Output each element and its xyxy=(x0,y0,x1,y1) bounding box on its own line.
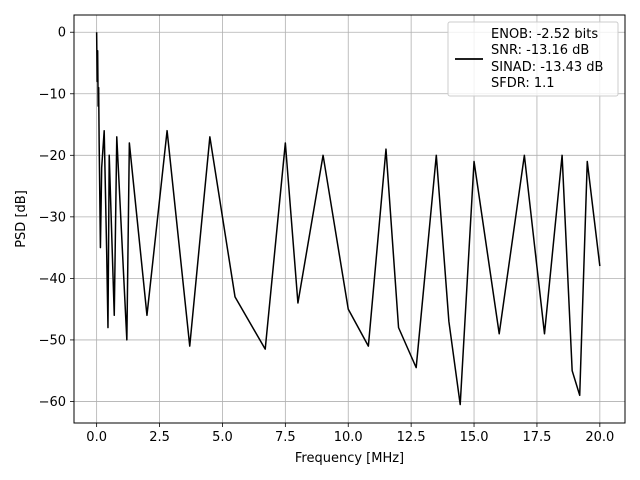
x-tick-label: 15.0 xyxy=(460,430,489,445)
x-tick-label: 20.0 xyxy=(585,430,614,445)
legend-enob: ENOB: -2.52 bits xyxy=(491,27,598,42)
plot-frame xyxy=(73,14,626,424)
series-layer xyxy=(95,32,601,406)
y-tick-label: −50 xyxy=(39,333,66,348)
y-tick-label: 0 xyxy=(58,26,66,41)
y-tick-label: −40 xyxy=(39,272,66,287)
y-tick-label: −20 xyxy=(39,149,66,164)
x-tick-label: 12.5 xyxy=(397,430,426,445)
y-tick-label: −60 xyxy=(39,395,66,410)
legend-sinad: SINAD: -13.43 dB xyxy=(491,60,603,75)
x-tick-label: 10.0 xyxy=(334,430,363,445)
y-axis-label: PSD [dB] xyxy=(14,190,29,248)
x-tick-label: 17.5 xyxy=(522,430,551,445)
y-tick-label: −10 xyxy=(39,87,66,102)
legend-sfdr: SFDR: 1.1 xyxy=(491,76,555,91)
x-tick-label: 0.0 xyxy=(86,430,107,445)
x-axis-label: Frequency [MHz] xyxy=(295,451,404,466)
legend-box xyxy=(447,21,619,97)
psd-series-line xyxy=(95,32,601,406)
x-tick-label: 2.5 xyxy=(149,430,170,445)
legend-snr: SNR: -13.16 dB xyxy=(491,43,589,58)
x-tick-label: 7.5 xyxy=(275,430,296,445)
y-tick-label: −30 xyxy=(39,210,66,225)
legend: ENOB: -2.52 bits SNR: -13.16 dB SINAD: -… xyxy=(447,21,619,97)
ticks: 0.0 2.5 5.0 7.5 10.0 12.5 15.0 17.5 20.0 0 −10 −20 −… xyxy=(39,26,615,445)
x-tick-label: 5.0 xyxy=(212,430,233,445)
